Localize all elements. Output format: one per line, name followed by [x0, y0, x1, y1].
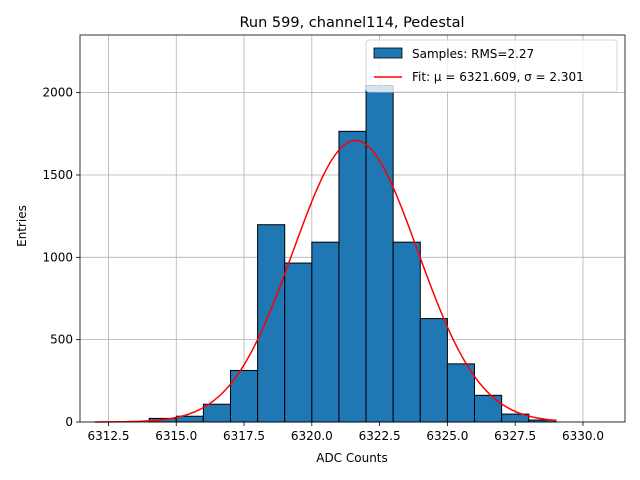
x-tick-label: 6320.0: [291, 429, 333, 443]
x-tick-label: 6327.5: [494, 429, 536, 443]
histogram-bars: [148, 85, 557, 423]
histogram-bar: [257, 224, 286, 423]
histogram-bar: [202, 403, 231, 423]
histogram-bar: [311, 241, 340, 423]
histogram-bar: [284, 262, 313, 423]
y-axis-title: Entries: [15, 205, 29, 247]
histogram-bar: [474, 394, 503, 423]
legend-box: [365, 39, 618, 93]
y-tick-label: 1500: [42, 168, 73, 182]
y-tick-label: 2000: [42, 86, 73, 100]
histogram-bar: [419, 318, 448, 423]
x-axis-title: ADC Counts: [316, 451, 388, 465]
x-axis-ticks: 6312.5 6315.0 6317.5 6320.0 6322.5 6325.0 6327…: [87, 422, 604, 443]
x-tick-label: 6325.0: [426, 429, 468, 443]
histogram-bar: [338, 130, 367, 423]
fit-curve: [94, 139, 556, 423]
plot-frame: [79, 34, 626, 423]
histogram-bar: [446, 363, 476, 423]
legend: Samples: RMS=2.27 Fit: μ = 6321.609, σ =…: [365, 39, 618, 93]
x-tick-label: 6312.5: [87, 429, 129, 443]
histogram-bar: [392, 241, 421, 423]
y-tick-label: 0: [65, 415, 73, 429]
y-axis-ticks: 0 500 1000 1500 2000: [42, 86, 80, 429]
x-tick-label: 6330.0: [562, 429, 604, 443]
x-tick-label: 6322.5: [359, 429, 401, 443]
chart-title: Run 599, channel114, Pedestal: [239, 15, 464, 31]
histogram-bar: [365, 85, 394, 423]
x-tick-label: 6317.5: [223, 429, 265, 443]
legend-swatch-samples: [373, 47, 403, 59]
y-tick-label: 500: [50, 333, 73, 347]
legend-label-fit: Fit: μ = 6321.609, σ = 2.301: [412, 70, 584, 84]
legend-label-samples: Samples: RMS=2.27: [412, 47, 534, 61]
y-tick-label: 1000: [42, 250, 73, 264]
x-tick-label: 6315.0: [155, 429, 197, 443]
